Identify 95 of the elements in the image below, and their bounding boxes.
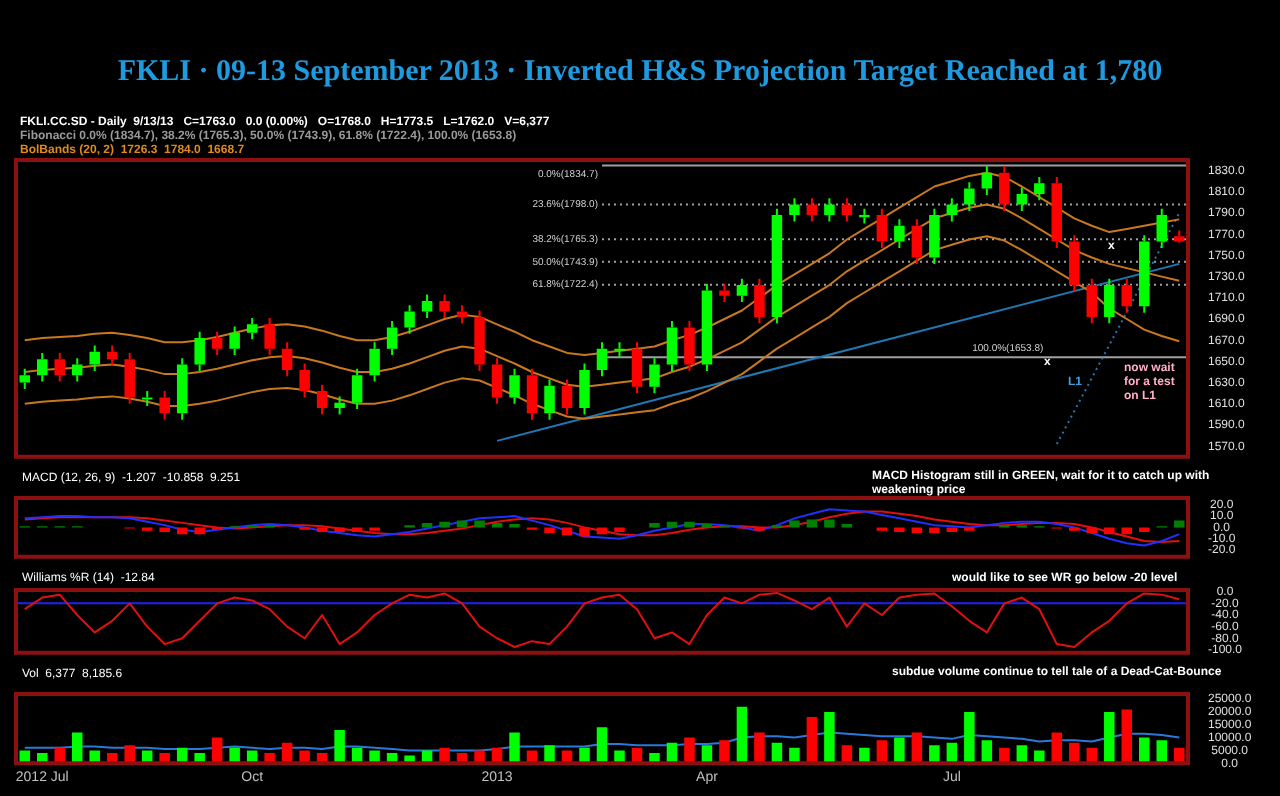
bar <box>684 737 695 764</box>
candlestick <box>404 304 415 335</box>
bar <box>299 750 310 764</box>
candlestick <box>246 316 258 341</box>
candlestick <box>264 316 275 357</box>
candlestick <box>649 357 660 395</box>
candlestick <box>719 283 730 304</box>
candlestick <box>211 330 223 357</box>
candlestick <box>614 341 625 359</box>
candlestick <box>859 207 870 225</box>
bar <box>1034 750 1045 764</box>
candlestick <box>981 165 993 196</box>
bar <box>71 732 83 764</box>
candlestick <box>334 395 345 416</box>
candlestick <box>964 181 975 212</box>
bar <box>124 745 135 764</box>
candlestick <box>631 341 643 395</box>
candlestick <box>579 362 590 416</box>
candlestick <box>194 330 205 372</box>
candlestick <box>824 197 835 223</box>
candlestick <box>894 218 905 249</box>
candlestick <box>439 293 450 319</box>
bar <box>929 745 940 764</box>
candlestick <box>229 325 240 357</box>
candlestick <box>1034 175 1045 202</box>
candlestick <box>281 341 293 378</box>
bar <box>1104 711 1115 764</box>
candlestick <box>509 367 520 405</box>
candlestick <box>876 207 888 249</box>
bar <box>334 729 345 764</box>
candlestick <box>1104 277 1115 325</box>
candlestick <box>159 390 170 421</box>
candlestick <box>474 309 485 372</box>
candlestick <box>386 320 398 357</box>
bar <box>736 706 748 764</box>
candlestick <box>36 351 48 383</box>
candlestick <box>421 293 433 319</box>
candlestick <box>1016 186 1028 212</box>
candlestick <box>89 344 100 372</box>
bar <box>614 750 625 764</box>
candlestick <box>106 344 118 367</box>
bar <box>824 711 835 764</box>
candlestick <box>666 320 678 372</box>
candlestick <box>999 165 1010 212</box>
candlestick <box>701 283 713 372</box>
candlestick <box>841 197 853 223</box>
bar <box>509 732 520 764</box>
candlestick <box>176 357 188 421</box>
candlestick <box>771 207 783 325</box>
candlestick <box>491 357 503 405</box>
candlestick <box>526 367 538 421</box>
bar <box>1139 737 1150 764</box>
bar <box>894 737 905 764</box>
candlestick <box>71 357 83 383</box>
bar <box>911 732 923 764</box>
candlestick <box>544 378 555 421</box>
candlestick <box>1121 277 1133 314</box>
candlestick <box>946 197 958 223</box>
bar <box>1121 709 1133 764</box>
candlestick <box>754 277 765 325</box>
candlestick <box>789 197 800 223</box>
candlestick <box>141 390 153 407</box>
candlestick <box>19 367 30 390</box>
candlestick <box>929 207 940 265</box>
candlestick <box>1139 234 1150 314</box>
candlestick <box>54 351 65 383</box>
chart-title: FKLI · 09-13 September 2013 · Inverted H&S Projection Target Reached at 1,780 <box>115 56 1165 90</box>
candlestick <box>1086 277 1098 325</box>
bar <box>1069 742 1080 764</box>
bar <box>19 750 30 764</box>
candlestick <box>596 341 608 378</box>
bar <box>544 745 555 764</box>
candlestick <box>1051 175 1063 249</box>
bar <box>806 717 818 764</box>
candlestick <box>351 367 363 411</box>
bar <box>1051 732 1063 764</box>
candlestick <box>736 277 748 304</box>
bar <box>474 750 485 764</box>
candlestick <box>1156 207 1168 249</box>
candlestick <box>911 218 923 265</box>
bar <box>754 732 765 764</box>
candlestick <box>124 351 135 405</box>
candlestick <box>561 378 573 416</box>
candlestick <box>684 320 695 372</box>
bar <box>596 727 608 764</box>
candlestick <box>299 362 310 399</box>
candlestick <box>1174 229 1185 242</box>
bar <box>719 740 730 764</box>
candlestick <box>316 383 328 416</box>
candlestick <box>369 341 380 383</box>
bar <box>369 750 380 764</box>
bar <box>964 711 975 764</box>
candlestick <box>806 197 818 223</box>
candlestick <box>1069 234 1080 293</box>
bar <box>89 750 100 764</box>
